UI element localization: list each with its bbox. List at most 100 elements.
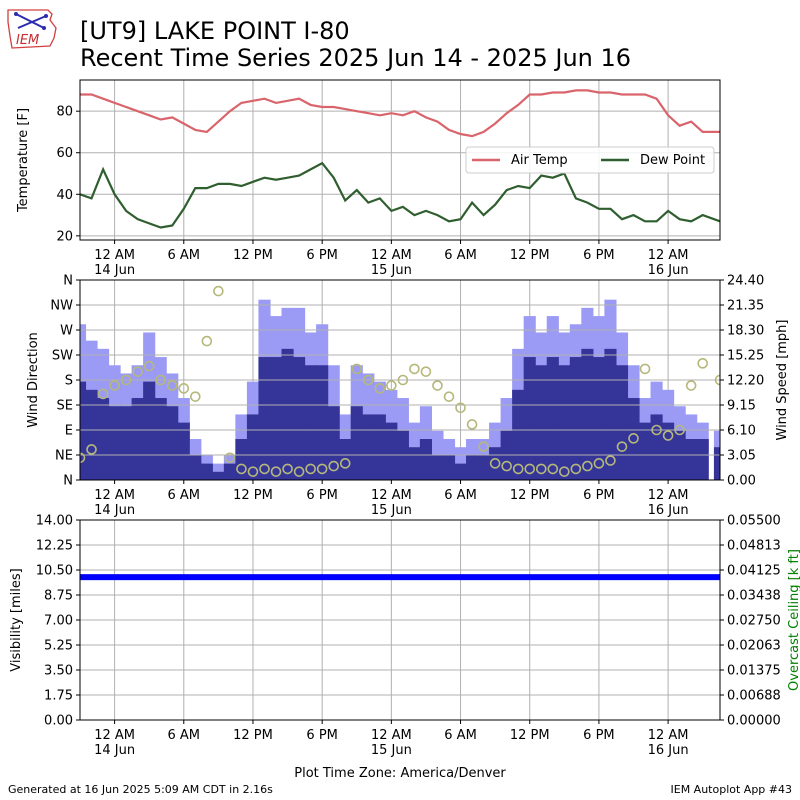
y2-tick-label: 0.04125 bbox=[727, 564, 781, 579]
wind-speed-bar bbox=[685, 439, 698, 480]
wind-speed-bar bbox=[350, 406, 363, 480]
wind-direction-point bbox=[201, 335, 213, 347]
wind-speed-bar bbox=[85, 389, 98, 480]
wind-direction-point bbox=[409, 363, 420, 375]
y2-tick-label: 0.03438 bbox=[727, 589, 781, 604]
wind-speed-bar bbox=[713, 447, 720, 480]
chart-title: [UT9] LAKE POINT I-80 bbox=[80, 17, 350, 45]
wind-speed-bar bbox=[615, 365, 629, 480]
wind-direction-point bbox=[120, 374, 132, 386]
y-tick-label: 7.00 bbox=[44, 614, 73, 629]
wind-speed-bar bbox=[269, 357, 283, 480]
wind-direction-point bbox=[639, 363, 651, 375]
y-tick-label: 40 bbox=[56, 188, 73, 203]
x-tick-label: 6 AM bbox=[168, 248, 201, 263]
wind-speed-bar bbox=[385, 422, 398, 480]
wind-speed-bar bbox=[80, 381, 87, 480]
wind-speed-bar bbox=[419, 439, 433, 480]
wind-direction-point bbox=[512, 463, 524, 475]
y2-tick-label: 12.20 bbox=[727, 374, 764, 389]
x-tick-date-label: 15 Jun bbox=[371, 263, 412, 278]
wind-direction-point bbox=[328, 460, 339, 472]
x-tick-label: 12 PM bbox=[510, 488, 550, 503]
y-axis-label: Temperature [F] bbox=[16, 108, 31, 213]
x-tick-label: 6 PM bbox=[583, 248, 614, 263]
y-tick-label: 60 bbox=[56, 146, 73, 161]
wind-speed-bar bbox=[362, 414, 375, 480]
wind-direction-point bbox=[605, 455, 616, 466]
wind-direction-point bbox=[316, 463, 328, 475]
x-tick-label: 12 AM bbox=[94, 248, 135, 263]
wind-speed-bar bbox=[581, 348, 594, 480]
wind-speed-bar bbox=[258, 357, 271, 480]
wind-speed-bar bbox=[477, 455, 490, 480]
y-tick-label: 14.00 bbox=[36, 514, 73, 529]
wind-speed-bar bbox=[627, 398, 640, 480]
wind-speed-bar bbox=[466, 455, 479, 480]
wind-speed-bar bbox=[558, 365, 571, 480]
x-tick-label: 6 PM bbox=[306, 248, 337, 263]
x-tick-date-label: 14 Jun bbox=[94, 263, 135, 278]
wind-speed-bar bbox=[592, 357, 605, 480]
wind-direction-point bbox=[178, 383, 190, 394]
wind-speed-bar bbox=[373, 414, 386, 480]
wind-direction-point bbox=[224, 452, 236, 464]
x-tick-label: 12 AM bbox=[648, 728, 689, 743]
wind-direction-point bbox=[432, 380, 443, 391]
wind-direction-point bbox=[674, 424, 685, 436]
x-tick-label: 6 AM bbox=[444, 728, 477, 743]
y2-tick-label: 9.15 bbox=[727, 399, 756, 414]
y2-tick-label: 0.00 bbox=[727, 474, 756, 489]
wind-direction-point bbox=[501, 460, 512, 472]
x-tick-date-label: 16 Jun bbox=[648, 503, 689, 518]
y-tick-label: W bbox=[60, 324, 73, 339]
wind-direction-point bbox=[685, 380, 697, 391]
y-tick-label: SW bbox=[52, 349, 73, 364]
wind-direction-point bbox=[351, 363, 363, 375]
y-tick-label: 20 bbox=[56, 229, 73, 244]
wind-speed-bar bbox=[166, 406, 179, 480]
y-axis-label: Visibility [miles] bbox=[9, 568, 24, 671]
x-tick-date-label: 15 Jun bbox=[371, 503, 412, 518]
wind-direction-point bbox=[80, 452, 86, 464]
wind-speed-bar bbox=[442, 455, 456, 480]
x-tick-label: 12 AM bbox=[648, 248, 689, 263]
wind-direction-point bbox=[697, 358, 709, 369]
y-tick-label: 12.25 bbox=[36, 539, 73, 554]
y-tick-label: 80 bbox=[56, 105, 73, 120]
wind-direction-point bbox=[466, 419, 478, 430]
wind-direction-point bbox=[386, 380, 397, 391]
wind-direction-point bbox=[397, 374, 409, 386]
wind-speed-bar bbox=[316, 365, 329, 480]
x-tick-label: 12 AM bbox=[371, 488, 412, 503]
wind-direction-point bbox=[155, 374, 167, 386]
wind-speed-bar bbox=[523, 357, 536, 480]
y-tick-label: 5.25 bbox=[44, 639, 73, 654]
y2-tick-label: 0.04813 bbox=[727, 539, 781, 554]
y-tick-label: N bbox=[63, 474, 73, 489]
wind-direction-point bbox=[593, 458, 605, 469]
app-note: IEM Autoplot App #43 bbox=[670, 783, 793, 796]
wind-direction-point bbox=[489, 458, 501, 469]
wind-direction-point bbox=[559, 466, 570, 477]
wind-direction-point bbox=[305, 463, 316, 475]
iem-logo: IEM bbox=[7, 9, 57, 49]
wind-speed-bar bbox=[154, 398, 167, 480]
legend-box bbox=[465, 146, 715, 174]
wind-speed-bar bbox=[512, 389, 525, 480]
wind-speed-bar bbox=[246, 414, 260, 480]
y2-tick-label: 0.00000 bbox=[727, 714, 781, 729]
wind-direction-point bbox=[714, 374, 720, 386]
y-tick-label: 10.50 bbox=[36, 564, 73, 579]
x-tick-date-label: 16 Jun bbox=[648, 743, 689, 758]
y2-tick-label: 0.02750 bbox=[727, 614, 781, 629]
logo-text: IEM bbox=[16, 33, 39, 48]
wind-speed-bar bbox=[235, 439, 248, 480]
x-tick-label: 6 AM bbox=[168, 728, 201, 743]
wind-direction-point bbox=[662, 430, 674, 441]
x-tick-label: 12 PM bbox=[233, 728, 273, 743]
dew-point-line bbox=[80, 161, 720, 229]
x-tick-label: 12 PM bbox=[233, 488, 273, 503]
wind-direction-point bbox=[132, 366, 143, 377]
